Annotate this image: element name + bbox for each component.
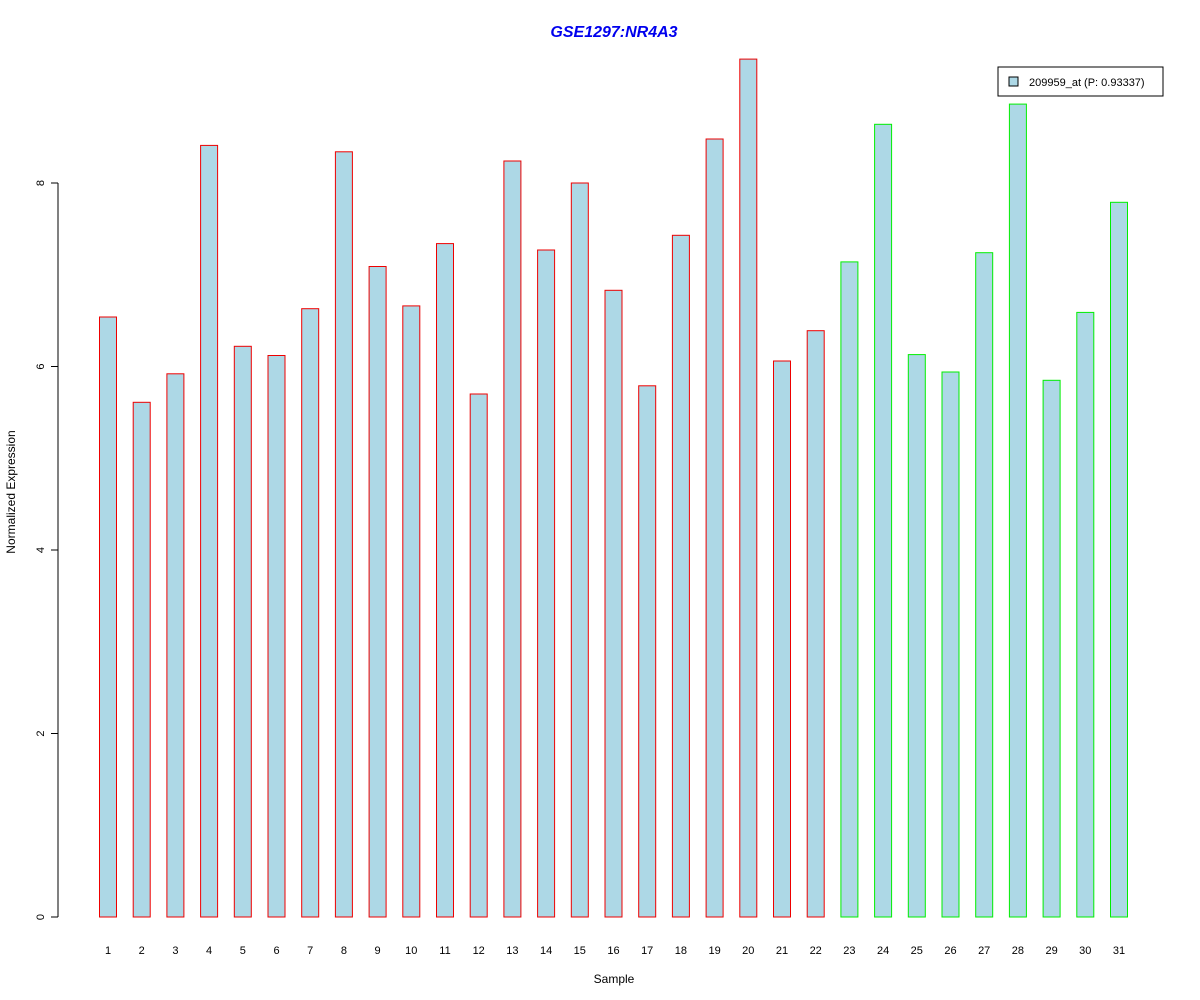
x-tick-label: 28 bbox=[1012, 945, 1024, 957]
bar-sample-17 bbox=[638, 385, 657, 918]
bar-sample-25 bbox=[907, 354, 926, 918]
bar-sample-9 bbox=[368, 266, 387, 918]
x-tick-label: 25 bbox=[911, 945, 923, 957]
x-tick-label: 30 bbox=[1079, 945, 1091, 957]
y-tick-label: 4 bbox=[35, 547, 47, 553]
x-tick-label: 24 bbox=[877, 945, 889, 957]
legend-label: 209959_at (P: 0.93337) bbox=[1029, 77, 1145, 89]
x-tick-label: 19 bbox=[708, 945, 720, 957]
x-tick-label: 7 bbox=[307, 945, 313, 957]
bar-sample-10 bbox=[402, 305, 421, 918]
bar-sample-23 bbox=[840, 261, 859, 918]
x-tick-label: 3 bbox=[172, 945, 178, 957]
x-tick-label: 15 bbox=[574, 945, 586, 957]
bar-sample-14 bbox=[537, 249, 556, 918]
bar-sample-5 bbox=[233, 345, 252, 918]
x-tick-label: 31 bbox=[1113, 945, 1125, 957]
x-tick-label: 1 bbox=[105, 945, 111, 957]
legend-swatch bbox=[1008, 76, 1019, 87]
x-tick-label: 16 bbox=[607, 945, 619, 957]
bars-group bbox=[99, 58, 1128, 918]
y-tick-label: 8 bbox=[35, 180, 47, 186]
x-tick-label: 23 bbox=[843, 945, 855, 957]
x-tick-label: 2 bbox=[139, 945, 145, 957]
y-tick-label: 0 bbox=[35, 914, 47, 920]
x-axis-label: Sample bbox=[594, 972, 635, 986]
bar-sample-8 bbox=[334, 151, 353, 918]
x-tick-label: 14 bbox=[540, 945, 552, 957]
bar-sample-31 bbox=[1110, 201, 1128, 918]
bar-sample-19 bbox=[705, 138, 724, 918]
bar-sample-28 bbox=[1008, 103, 1027, 918]
bar-sample-6 bbox=[267, 355, 286, 918]
legend: 209959_at (P: 0.93337) bbox=[997, 66, 1164, 97]
bar-sample-13 bbox=[503, 160, 522, 918]
bar-sample-2 bbox=[132, 401, 151, 918]
x-tick-label: 9 bbox=[375, 945, 381, 957]
x-tick-label: 22 bbox=[810, 945, 822, 957]
bar-sample-15 bbox=[570, 182, 589, 918]
x-tick-label: 21 bbox=[776, 945, 788, 957]
x-tick-label: 18 bbox=[675, 945, 687, 957]
x-tick-label: 5 bbox=[240, 945, 246, 957]
y-axis: 0 2 4 6 8 bbox=[35, 180, 59, 920]
bar-sample-26 bbox=[941, 371, 960, 918]
x-tick-label: 13 bbox=[506, 945, 518, 957]
x-tick-label: 27 bbox=[978, 945, 990, 957]
bar-sample-21 bbox=[773, 360, 791, 918]
x-tick-label: 17 bbox=[641, 945, 653, 957]
x-tick-label: 20 bbox=[742, 945, 754, 957]
bar-sample-3 bbox=[166, 373, 185, 918]
x-tick-label: 29 bbox=[1045, 945, 1057, 957]
bar-sample-4 bbox=[200, 144, 219, 918]
bar-sample-29 bbox=[1042, 379, 1061, 918]
bar-sample-27 bbox=[975, 252, 994, 918]
y-tick-label: 6 bbox=[35, 363, 47, 369]
x-tick-label: 12 bbox=[473, 945, 485, 957]
y-tick-label: 2 bbox=[35, 730, 47, 736]
bar-sample-7 bbox=[301, 308, 320, 918]
x-tick-label: 26 bbox=[944, 945, 956, 957]
bar-sample-22 bbox=[806, 330, 825, 918]
bar-sample-18 bbox=[671, 234, 690, 918]
x-tick-labels: 1 2 3 4 5 6 7 8 9 10 11 12 13 14 15 16 17 18 19 20 21 22 23 24 2… bbox=[105, 945, 1125, 957]
bar-sample-30 bbox=[1076, 311, 1095, 918]
bar-sample-11 bbox=[436, 243, 454, 918]
bar-sample-16 bbox=[604, 289, 623, 918]
chart-title: GSE1297:NR4A3 bbox=[550, 24, 677, 41]
x-tick-label: 11 bbox=[439, 945, 450, 957]
x-tick-label: 6 bbox=[273, 945, 279, 957]
bar-sample-1 bbox=[99, 316, 117, 918]
y-axis-label: Normalized Expression bbox=[4, 430, 18, 553]
legend-box bbox=[997, 66, 1164, 97]
x-tick-label: 10 bbox=[405, 945, 417, 957]
bar-sample-20 bbox=[739, 58, 758, 918]
bar-sample-24 bbox=[874, 123, 893, 918]
x-tick-label: 8 bbox=[341, 945, 347, 957]
x-tick-label: 4 bbox=[206, 945, 212, 957]
bar-sample-12 bbox=[469, 393, 488, 918]
